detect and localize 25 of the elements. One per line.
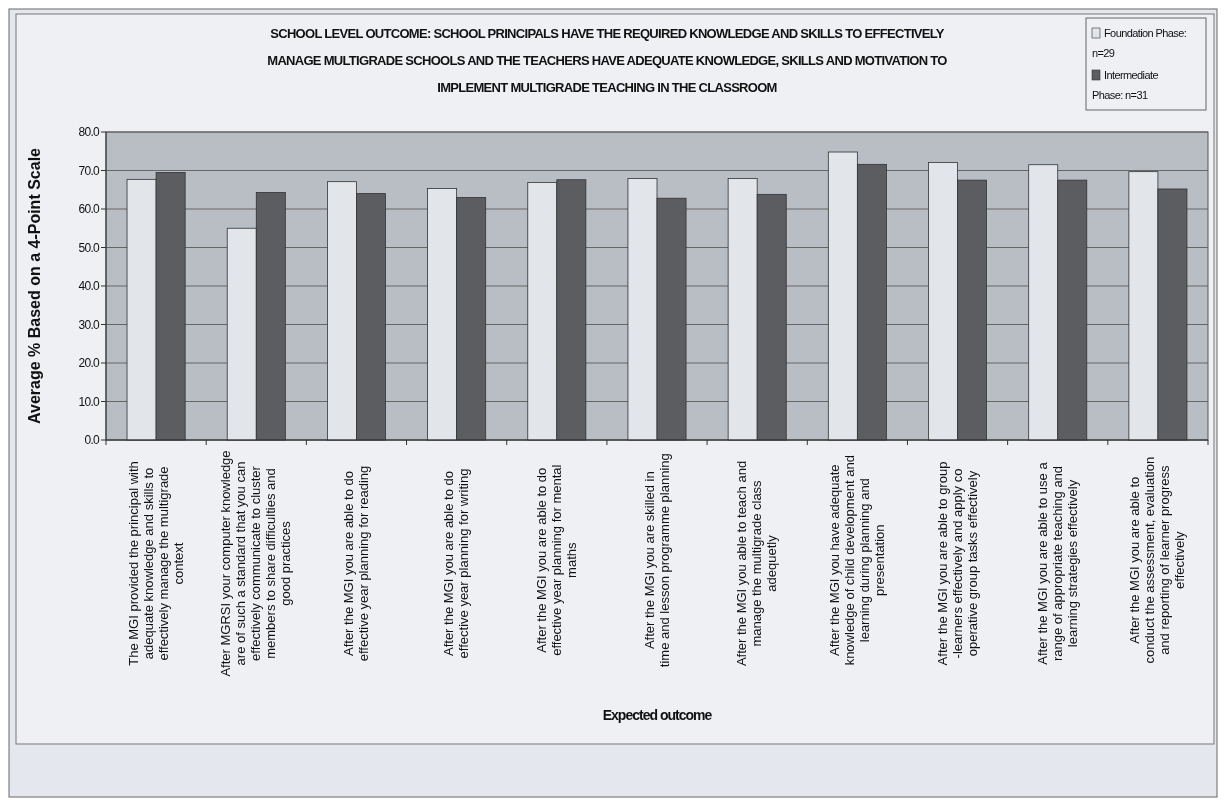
x-tick-label: After the MGI you are able to do effective year planning for reading — [340, 465, 371, 662]
y-tick-label: 60.0 — [78, 202, 101, 216]
x-tick-label: After the MGI you have adequate knowledge of child development and learning during planning and presentation — [826, 455, 887, 666]
y-tick-label: 80.0 — [78, 125, 101, 139]
y-tick-label: 20.0 — [78, 356, 101, 370]
x-tick-label: The MGI provided the principal with adequate knowledge and skills to effectively manage the multigrade context — [125, 461, 186, 666]
x-axis-title: Expected outcome — [602, 707, 713, 723]
x-tick-label: After the MGI you are able to do effective year planning for mental maths — [533, 464, 579, 656]
y-tick-label: 10.0 — [78, 394, 101, 409]
y-tick-label: 30.0 — [78, 317, 101, 332]
y-tick-label: 40.0 — [78, 279, 101, 293]
legend-label: Foundation Phase: n=29 — [1092, 27, 1187, 59]
chart-title: SCHOOL LEVEL OUTCOME: SCHOOL PRINCIPALS HAVE THE REQUIRED KNOWLEDGE AND SKILLS TO EFFECTIVELY MANAGE MULTIGRADE SCHOOLS AND THE TEACHERS HAVE ADEQUATE KNOWLEDGE, SKILLS AND MOTIVATION TO IMPLEMENT MULTIGRADE TEACHING IN THE CLASSROOM — [267, 26, 948, 95]
y-tick-label: 0.0 — [84, 433, 101, 447]
x-tick-label: After MGRSI your computer knowledge are of such a standard that you can effectively communicate to cluster members to share difficulties and good practices — [218, 450, 294, 677]
x-tick-label: After the MGI you are able to use a range of appropriate teaching and learning strategies effectively — [1034, 461, 1080, 665]
x-tick-label: After the MGI you are able to group -learners effectively and apply co operative group tasks effectively — [934, 461, 980, 666]
y-tick-label: 50.0 — [78, 240, 101, 255]
x-tick-label: After the MGI you are able to do effective year planning for writing — [441, 468, 472, 659]
y-tick-label: 70.0 — [78, 163, 101, 178]
y-axis-title: Average % Based on a 4-Point Scale — [26, 147, 43, 424]
x-tick-label: After the MGI you are able to conduct the assessment, evaluation and reporting of learner progress effectively — [1127, 456, 1188, 664]
x-tick-label: After the MGI you are skilled in time and lesson programme planning — [641, 453, 672, 668]
legend-label: Intermediate Phase: n=31 — [1092, 69, 1159, 101]
x-tick-label: After the MGI you able to teach and manage the multigrade class adequetly — [734, 460, 780, 667]
